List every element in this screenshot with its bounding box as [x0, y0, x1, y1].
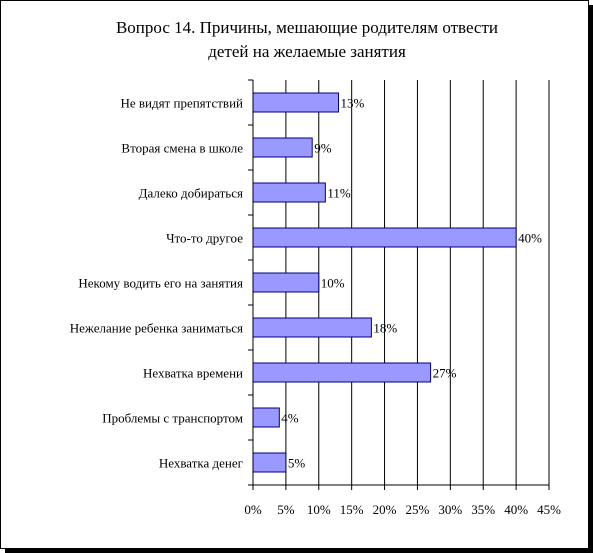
bar-2 — [252, 182, 326, 203]
category-label-2: Далеко добираться — [139, 186, 243, 201]
value-label-7: 4% — [281, 411, 299, 426]
category-label-5: Нежелание ребенка заниматься — [70, 321, 243, 336]
x-tick-label-2: 10% — [307, 502, 331, 517]
value-label-6: 27% — [433, 366, 457, 381]
value-label-3: 40% — [518, 231, 542, 246]
bar-6 — [252, 362, 432, 383]
chart-title-line-2: детей на желаемые занятия — [208, 42, 406, 61]
chart-title-line-1: Вопрос 14. Причины, мешающие родителям о… — [116, 18, 498, 37]
x-tick-label-4: 20% — [373, 502, 397, 517]
labels: 13% Не видят препятствий 9% Вторая смена в … — [70, 96, 561, 518]
bar-4 — [252, 272, 320, 293]
value-label-8: 5% — [288, 456, 306, 471]
x-tick-label-7: 35% — [471, 502, 495, 517]
x-tick-label-1: 5% — [277, 502, 295, 517]
value-label-1: 9% — [314, 141, 332, 156]
value-label-5: 18% — [373, 321, 397, 336]
category-label-7: Проблемы с транспортом — [102, 411, 243, 426]
category-label-6: Нехватка времени — [143, 366, 243, 381]
bar-5 — [252, 317, 372, 338]
category-label-4: Некому водить его на занятия — [78, 276, 243, 291]
axes — [248, 79, 550, 490]
bars — [252, 92, 517, 473]
bar-8 — [252, 452, 287, 473]
category-label-8: Нехватка денег — [159, 456, 243, 471]
bar-0 — [252, 92, 340, 113]
x-tick-label-8: 40% — [504, 502, 528, 517]
bar-1 — [252, 137, 313, 158]
bar-3 — [252, 227, 517, 248]
category-label-3: Что-то другое — [166, 231, 243, 246]
category-label-1: Вторая смена в школе — [121, 141, 243, 156]
x-tick-label-5: 25% — [406, 502, 430, 517]
value-label-2: 11% — [327, 186, 351, 201]
x-tick-label-3: 15% — [340, 502, 364, 517]
value-label-4: 10% — [321, 276, 345, 291]
category-label-0: Не видят препятствий — [120, 96, 243, 111]
x-tick-label-6: 30% — [438, 502, 462, 517]
value-label-0: 13% — [341, 96, 365, 111]
x-tick-label-9: 45% — [537, 502, 561, 517]
x-tick-label-0: 0% — [244, 502, 262, 517]
bar-7 — [252, 407, 280, 428]
